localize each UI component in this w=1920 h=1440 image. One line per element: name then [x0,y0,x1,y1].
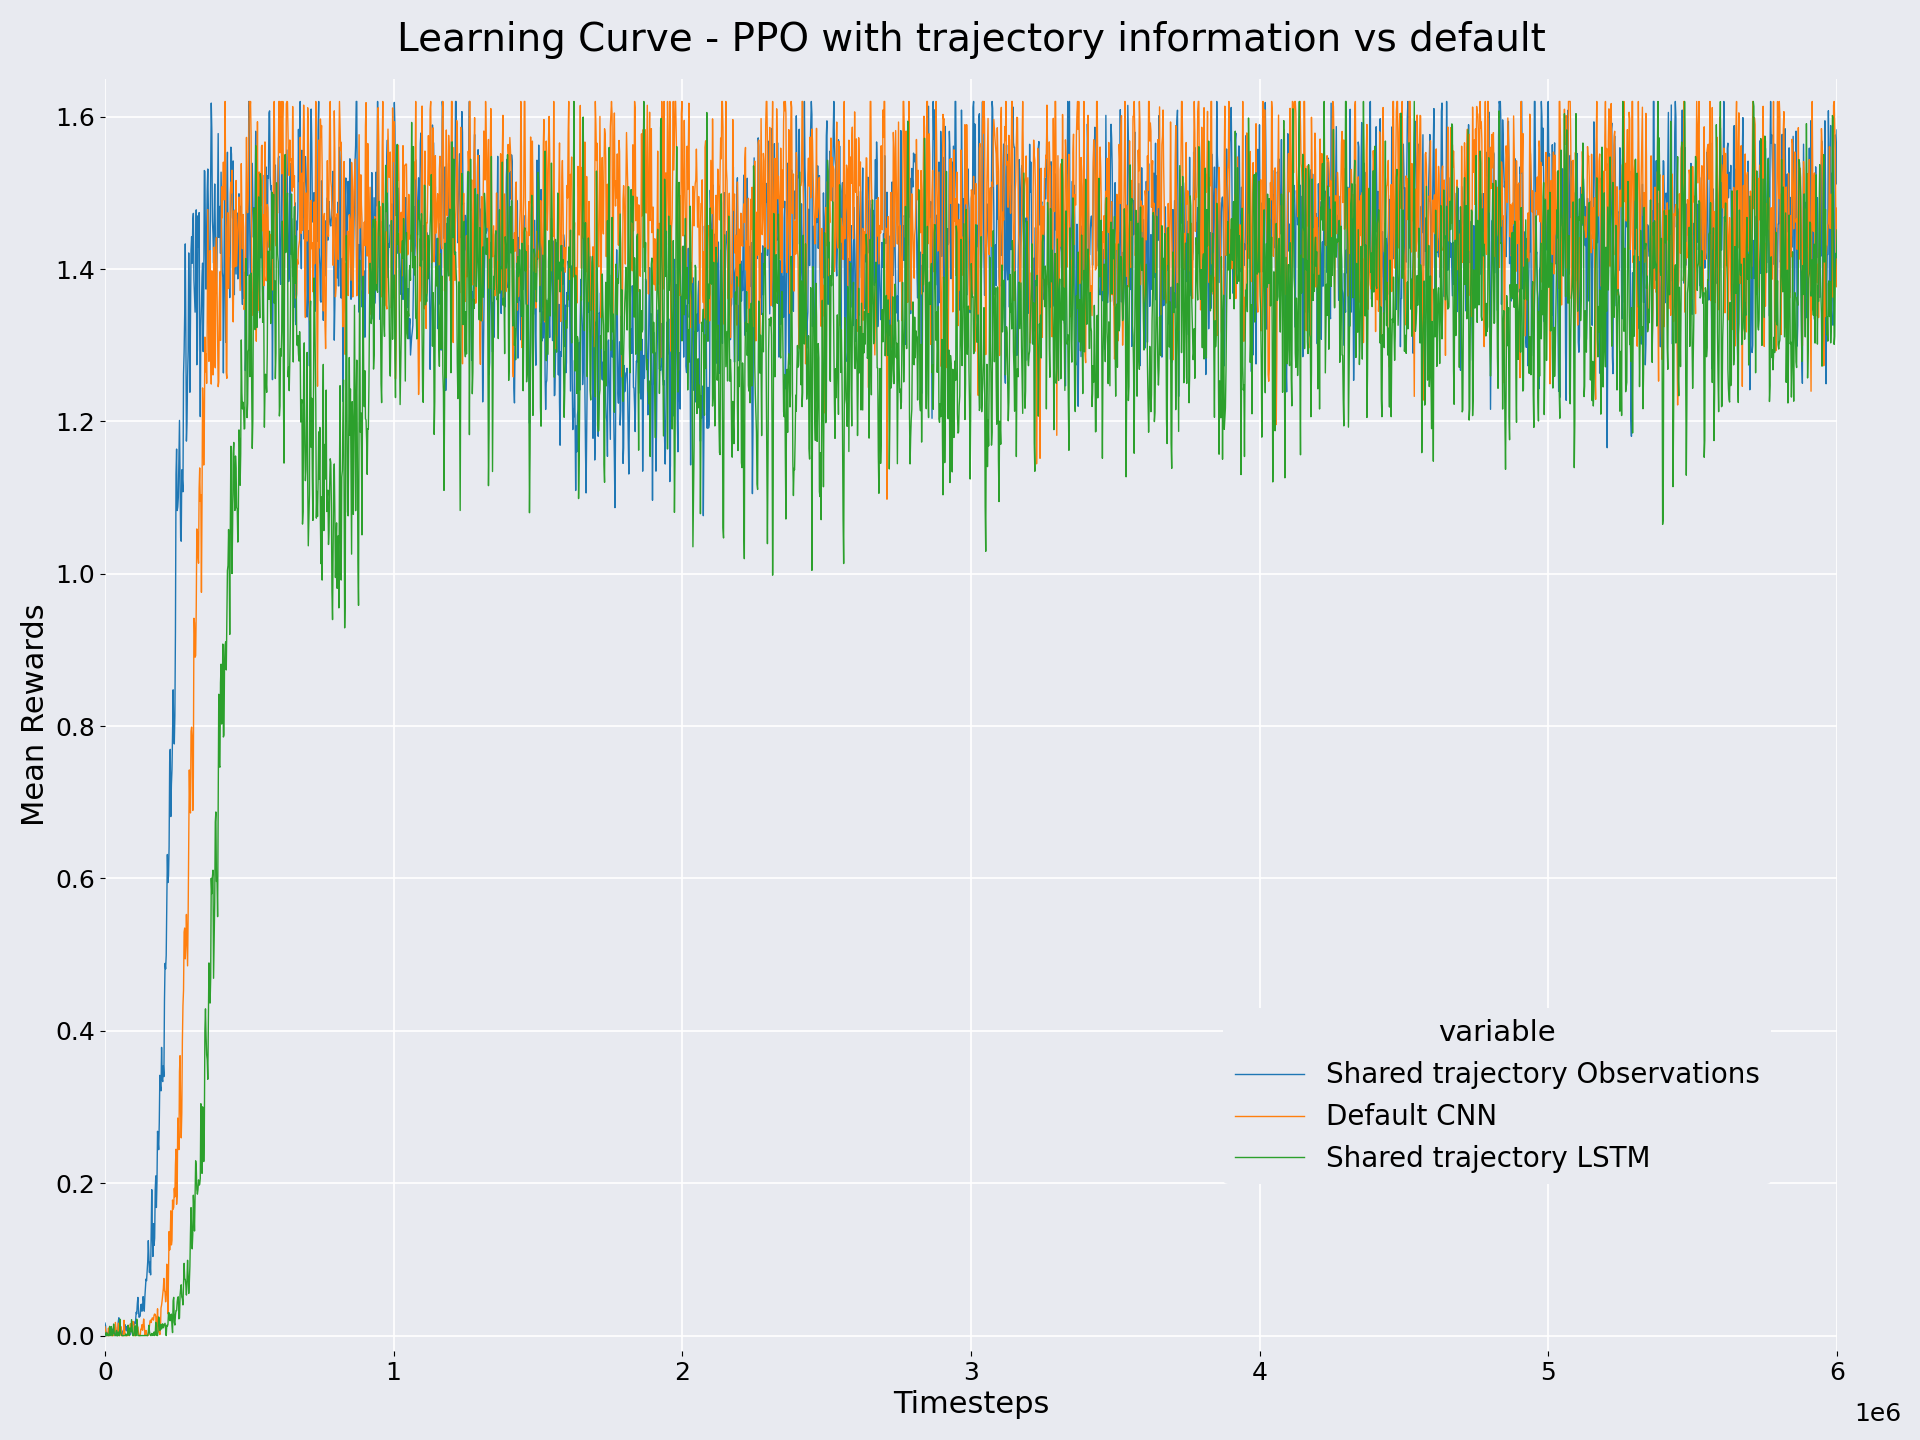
Y-axis label: Mean Rewards: Mean Rewards [21,603,50,827]
Shared trajectory Observations [94,1315,117,1332]
Shared trajectory Observations [833,256,856,274]
Title: Learning Curve - PPO with trajectory information vs default: Learning Curve - PPO with trajectory inf… [397,20,1546,59]
Shared trajectory LSTM [394,373,417,390]
Default CNN [758,215,781,232]
Default CNN [833,204,856,222]
Shared trajectory LSTM [94,1326,117,1344]
Shared trajectory LSTM [833,310,856,327]
Shared trajectory Observations [292,174,315,192]
X-axis label: Timesteps: Timesteps [893,1390,1048,1418]
Line: Shared trajectory Observations: Shared trajectory Observations [106,101,1837,1335]
Default CNN [94,1318,117,1335]
Text: 1e6: 1e6 [1855,1401,1901,1426]
Shared trajectory Observations [1826,121,1849,138]
Shared trajectory LSTM [292,516,315,533]
Default CNN [1605,216,1628,233]
Line: Default CNN: Default CNN [106,101,1837,1335]
Default CNN [1793,170,1816,187]
Shared trajectory Observations [238,92,261,109]
Shared trajectory Observations [94,1326,117,1344]
Default CNN [1826,200,1849,217]
Shared trajectory LSTM [563,92,586,109]
Shared trajectory LSTM [1605,382,1628,399]
Default CNN [96,1326,119,1344]
Default CNN [213,92,236,109]
Shared trajectory LSTM [1791,287,1814,304]
Shared trajectory Observations [396,248,419,265]
Shared trajectory LSTM [1826,222,1849,239]
Default CNN [292,96,315,114]
Shared trajectory Observations [1605,203,1628,220]
Line: Shared trajectory LSTM: Shared trajectory LSTM [106,101,1837,1335]
Legend: Shared trajectory Observations, Default CNN, Shared trajectory LSTM: Shared trajectory Observations, Default … [1223,1008,1770,1184]
Shared trajectory Observations [1793,197,1816,215]
Shared trajectory Observations [758,275,781,292]
Shared trajectory LSTM [758,312,781,330]
Default CNN [396,156,419,173]
